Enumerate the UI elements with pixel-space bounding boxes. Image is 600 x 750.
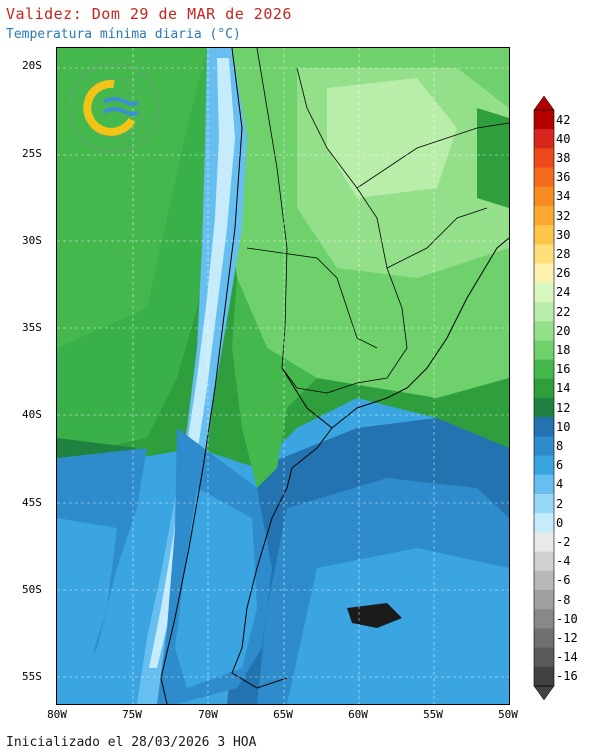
colorbar-segment <box>534 494 554 514</box>
colorbar-label: 4 <box>556 477 564 492</box>
colorbar-label: 0 <box>556 515 564 530</box>
colorbar-segment <box>534 532 554 553</box>
lat-label-25s: 25S <box>22 147 42 160</box>
colorbar-label: 8 <box>556 439 564 453</box>
colorbar-label: 34 <box>556 189 571 204</box>
colorbar-label: 28 <box>556 247 571 261</box>
colorbar-segment <box>534 186 554 207</box>
colorbar-label: 30 <box>556 227 571 242</box>
temperature-map <box>57 48 509 704</box>
colorbar-segment <box>534 590 554 610</box>
colorbar-label: 14 <box>556 381 571 396</box>
lat-label-35s: 35S <box>22 321 42 334</box>
colorbar-label: 2 <box>556 496 564 511</box>
colorbar-segment <box>534 398 554 418</box>
colorbar-label: -10 <box>556 611 578 626</box>
colorbar-label: 16 <box>556 362 571 377</box>
colorbar-label: 40 <box>556 131 571 146</box>
colorbar-label: -8 <box>556 592 571 607</box>
lat-label-55s: 55S <box>22 670 42 683</box>
init-text: Inicializado el 28/03/2026 3 HOA <box>6 735 257 750</box>
lat-label-30s: 30S <box>22 234 42 247</box>
colorbar-label: -14 <box>556 650 578 665</box>
colorbar-segment <box>534 628 554 649</box>
colorbar-label: -4 <box>556 554 571 569</box>
colorbar-label: 18 <box>556 343 571 357</box>
colorbar-label: -12 <box>556 631 578 645</box>
colorbar-bottom-arrow <box>533 685 555 701</box>
colorbar-segment <box>534 417 554 437</box>
colorbar-segment <box>534 129 554 149</box>
colorbar-segment <box>534 148 554 169</box>
lon-label-80w: 80W <box>47 708 67 721</box>
colorbar-label: -16 <box>556 669 578 684</box>
colorbar-segment <box>534 436 554 457</box>
colorbar <box>533 95 555 701</box>
colorbar-segment <box>534 666 554 687</box>
colorbar-label: 6 <box>556 458 564 473</box>
colorbar-segment <box>534 551 554 572</box>
colorbar-segment <box>534 513 554 533</box>
colorbar-segment <box>534 609 554 629</box>
colorbar-segment <box>534 110 554 130</box>
colorbar-segment <box>534 263 554 284</box>
smn-logo <box>68 62 160 154</box>
colorbar-segment <box>534 570 554 591</box>
colorbar-segment <box>534 474 554 495</box>
lon-label-55w: 55W <box>423 708 443 721</box>
colorbar-label: 26 <box>556 266 571 281</box>
colorbar-label: 42 <box>556 112 571 127</box>
lat-label-50s: 50S <box>22 583 42 596</box>
colorbar-label: 10 <box>556 419 571 434</box>
colorbar-segment <box>534 282 554 303</box>
lon-label-50w: 50W <box>498 708 518 721</box>
map-area <box>56 47 510 705</box>
colorbar-segment <box>534 167 554 188</box>
lat-label-40s: 40S <box>22 408 42 421</box>
colorbar-label: 32 <box>556 208 571 223</box>
smn-logo-graphic <box>69 63 159 153</box>
lon-label-75w: 75W <box>122 708 142 721</box>
lat-label-45s: 45S <box>22 496 42 509</box>
colorbar-segment <box>534 455 554 476</box>
map-title: Validez: Dom 29 de MAR de 2026 <box>6 5 292 23</box>
colorbar-label: 12 <box>556 400 571 415</box>
colorbar-segment <box>534 359 554 380</box>
lon-label-60w: 60W <box>348 708 368 721</box>
colorbar-label: 20 <box>556 323 571 338</box>
colorbar-label: 36 <box>556 170 571 185</box>
colorbar-segment <box>534 321 554 341</box>
map-subtitle: Temperatura mínima diaria (°C) <box>6 27 241 42</box>
colorbar-label: 22 <box>556 304 571 319</box>
colorbar-top-arrow <box>533 95 555 111</box>
colorbar-segment <box>534 340 554 361</box>
colorbar-segment <box>534 302 554 322</box>
lon-label-70w: 70W <box>198 708 218 721</box>
colorbar-segment <box>534 225 554 245</box>
colorbar-segment <box>534 206 554 226</box>
colorbar-label: 24 <box>556 285 571 300</box>
colorbar-label: -2 <box>556 535 571 549</box>
colorbar-segment <box>534 244 554 265</box>
colorbar-graphic <box>533 95 555 701</box>
colorbar-label: -6 <box>556 573 571 588</box>
colorbar-label: 38 <box>556 151 571 165</box>
colorbar-segment <box>534 647 554 668</box>
grid-lines <box>57 48 509 704</box>
colorbar-segment <box>534 378 554 399</box>
lon-label-65w: 65W <box>273 708 293 721</box>
lat-label-20s: 20S <box>22 59 42 72</box>
